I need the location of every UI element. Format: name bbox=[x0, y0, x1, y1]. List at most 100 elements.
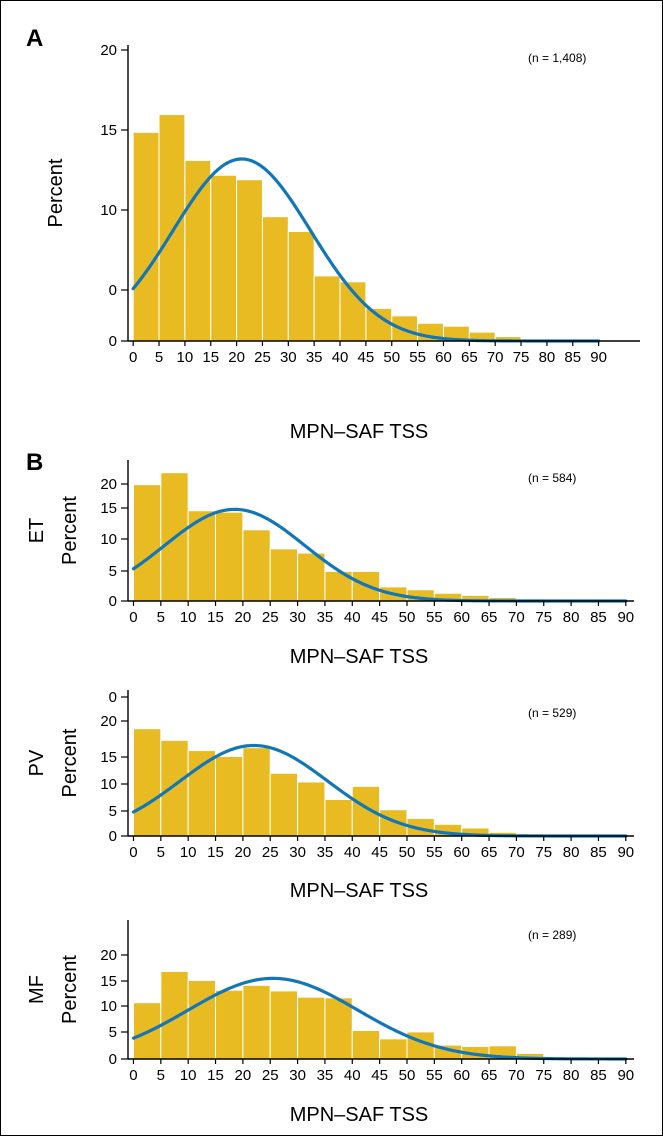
x-tick-label: 60 bbox=[453, 609, 470, 626]
y-tick-label: 20 bbox=[100, 713, 117, 730]
histogram-et: 0 5 10 15 20 0 5 10 15 20 25 30 35 40 45 50 55 60 65 70 75 80… bbox=[26, 460, 634, 668]
x-tick-label: 75 bbox=[535, 1067, 552, 1084]
x-tick-label: 40 bbox=[344, 609, 361, 626]
histogram-bar bbox=[313, 275, 341, 342]
x-tick-label: 20 bbox=[228, 349, 245, 366]
x-tick-label: 85 bbox=[590, 1067, 607, 1084]
x-tick-label: 60 bbox=[453, 1067, 470, 1084]
x-tick-label: 90 bbox=[617, 1067, 634, 1084]
x-tick-label: 90 bbox=[617, 609, 634, 626]
x-tick-label: 65 bbox=[461, 349, 478, 366]
x-axis-title: MPN–SAF TSS bbox=[290, 646, 429, 668]
sample-size-annotation: (n = 584) bbox=[528, 471, 576, 485]
x-tick-label: 30 bbox=[289, 1067, 306, 1084]
y-tick-label: 20 bbox=[100, 42, 117, 59]
histogram-bar bbox=[160, 739, 189, 837]
x-tick-label: 0 bbox=[129, 609, 137, 626]
histogram-bar bbox=[160, 970, 189, 1060]
histogram-bar bbox=[210, 174, 238, 342]
y-tick-label: 0 bbox=[109, 1051, 117, 1068]
x-tick-label: 80 bbox=[539, 349, 556, 366]
histogram-bar bbox=[242, 984, 271, 1060]
x-tick-label: 40 bbox=[344, 844, 361, 861]
x-tick-label: 15 bbox=[207, 1067, 224, 1084]
x-tick-label: 65 bbox=[481, 609, 498, 626]
x-tick-label: 0 bbox=[129, 349, 137, 366]
y-tick-label: 20 bbox=[100, 947, 117, 964]
y-tick-label: 0 bbox=[109, 689, 117, 706]
x-tick-label: 85 bbox=[590, 609, 607, 626]
x-tick-label: 50 bbox=[399, 844, 416, 861]
histogram-bar bbox=[351, 1030, 381, 1060]
x-tick-label: 5 bbox=[157, 609, 165, 626]
histogram-bar bbox=[132, 131, 160, 342]
y-tick-label: 0 bbox=[109, 828, 117, 845]
y-tick-label: 10 bbox=[100, 202, 117, 219]
histogram-mf: 0 5 10 15 20 0 5 10 15 20 25 30 35 40 45 50 55 60 65 70 75 80… bbox=[26, 920, 634, 1126]
histogram-bar bbox=[297, 996, 326, 1060]
histogram-bar bbox=[242, 747, 271, 837]
x-tick-label: 30 bbox=[280, 349, 297, 366]
sample-size-annotation: (n = 529) bbox=[528, 706, 576, 720]
x-tick-label: 5 bbox=[157, 1067, 165, 1084]
histogram-bar bbox=[187, 750, 217, 837]
y-axis-title: Percent bbox=[59, 955, 81, 1024]
histogram-bar bbox=[261, 216, 289, 342]
x-tick-label: 55 bbox=[426, 609, 443, 626]
x-axis-title: MPN–SAF TSS bbox=[290, 1104, 429, 1126]
x-tick-label: 35 bbox=[306, 349, 323, 366]
x-tick-label: 55 bbox=[426, 844, 443, 861]
row-label: MF bbox=[26, 975, 48, 1004]
x-tick-label: 10 bbox=[177, 349, 194, 366]
x-tick-label: 20 bbox=[235, 609, 252, 626]
histogram-bar bbox=[242, 529, 271, 602]
x-tick-label: 70 bbox=[508, 844, 525, 861]
histogram-bar bbox=[215, 511, 244, 602]
y-tick-label: 5 bbox=[109, 563, 117, 580]
x-tick-label: 55 bbox=[426, 1067, 443, 1084]
x-tick-label: 10 bbox=[180, 609, 197, 626]
y-tick-label: 10 bbox=[100, 531, 117, 548]
x-tick-label: 70 bbox=[508, 1067, 525, 1084]
x-tick-label: 50 bbox=[399, 1067, 416, 1084]
x-tick-label: 40 bbox=[344, 1067, 361, 1084]
y-tick-label: 0 bbox=[109, 333, 117, 350]
x-tick-label: 5 bbox=[155, 349, 163, 366]
row-label: PV bbox=[26, 749, 48, 776]
x-tick-label: 85 bbox=[590, 844, 607, 861]
histogram-bar bbox=[324, 799, 353, 837]
histogram-bar bbox=[297, 781, 326, 837]
y-tick-label: 5 bbox=[109, 803, 117, 820]
histogram-bar bbox=[269, 990, 299, 1060]
x-tick-label: 25 bbox=[262, 844, 279, 861]
x-tick-label: 20 bbox=[235, 1067, 252, 1084]
x-tick-label: 60 bbox=[453, 844, 470, 861]
histogram-bar bbox=[297, 552, 326, 602]
histogram-bar bbox=[269, 548, 299, 602]
x-tick-label: 50 bbox=[383, 349, 400, 366]
y-tick-label: 20 bbox=[100, 476, 117, 493]
histogram-bar bbox=[132, 484, 162, 602]
y-axis-title: Percent bbox=[45, 158, 67, 227]
x-tick-label: 90 bbox=[590, 349, 607, 366]
x-tick-label: 10 bbox=[180, 1067, 197, 1084]
x-tick-label: 75 bbox=[513, 349, 530, 366]
y-tick-label: 10 bbox=[100, 998, 117, 1015]
x-tick-label: 5 bbox=[157, 844, 165, 861]
x-tick-label: 25 bbox=[262, 609, 279, 626]
panel-label-b: B bbox=[26, 449, 43, 476]
x-tick-label: 10 bbox=[180, 844, 197, 861]
histogram-bar bbox=[324, 997, 353, 1060]
x-tick-label: 80 bbox=[563, 844, 580, 861]
x-tick-label: 70 bbox=[487, 349, 504, 366]
x-tick-label: 80 bbox=[563, 609, 580, 626]
y-tick-label: 15 bbox=[100, 973, 117, 990]
row-label: ET bbox=[26, 518, 48, 544]
histogram-bar bbox=[236, 179, 263, 342]
y-tick-label: 0 bbox=[109, 593, 117, 610]
histogram-bar bbox=[379, 1038, 408, 1060]
sample-size-annotation: (n = 1,408) bbox=[528, 51, 586, 65]
